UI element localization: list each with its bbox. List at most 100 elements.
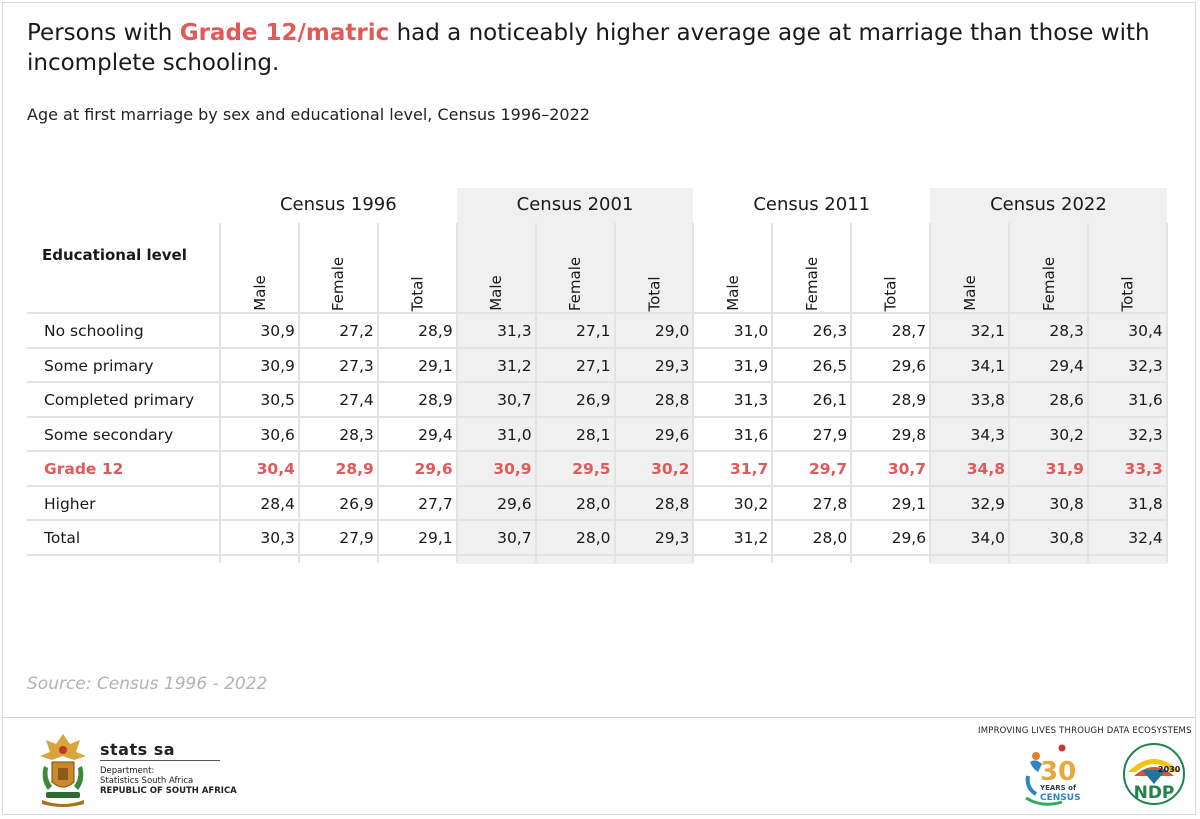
table-cell: 30,2 (733, 494, 769, 513)
table-cell: 30,9 (493, 460, 532, 478)
table-cell: 30,9 (260, 356, 295, 375)
table-cell: 32,4 (1128, 529, 1163, 547)
table-cell: 28,9 (891, 391, 927, 409)
column-header-label: Total (408, 275, 427, 312)
grid-vline (929, 223, 932, 563)
table-cell: 34,3 (970, 425, 1005, 444)
table-cell: 29,8 (891, 425, 927, 444)
chart-subtitle: Age at first marriage by sex and educati… (27, 105, 590, 124)
grid-hline (27, 312, 1167, 314)
group-band (456, 188, 694, 564)
column-header: Female (1009, 231, 1088, 321)
column-header: Total (615, 231, 694, 321)
table-cell: 27,9 (339, 529, 374, 547)
table-cell: 29,3 (654, 529, 690, 547)
column-header-label: Male (486, 275, 505, 311)
table-cell: 27,9 (812, 425, 848, 444)
table-cell: 30,4 (1128, 322, 1163, 340)
grid-vline (376, 223, 379, 563)
table-cell: 28,0 (575, 494, 611, 513)
census30-number: 30 (1040, 757, 1076, 787)
table-cell: 28,0 (575, 529, 611, 547)
data-table: Educational level Census 1996 Census 2001… (27, 186, 1168, 566)
grid-hline (27, 553, 1167, 556)
column-header: Male (930, 231, 1009, 321)
dept-line-1: Department: (100, 766, 155, 776)
table-cell: 28,0 (812, 529, 848, 547)
table-cell: 27,3 (339, 356, 374, 375)
column-header-label: Male (960, 275, 979, 311)
source-note: Source: Census 1996 - 2022 (27, 674, 268, 694)
grid-vline (850, 223, 853, 563)
table-cell: 28,3 (339, 425, 374, 444)
table-cell: 28,6 (1049, 391, 1084, 409)
column-header-label: Total (645, 275, 664, 312)
footer-divider (3, 717, 1196, 718)
table-cell: 29,1 (418, 356, 453, 375)
table-cell: 31,6 (1128, 391, 1163, 409)
row-header-label: Educational level (42, 246, 187, 264)
group-band (930, 188, 1167, 564)
table-cell: 30,7 (497, 391, 532, 409)
table-cell: 29,1 (418, 529, 453, 547)
grid-vline (771, 223, 774, 563)
table-cell: 29,4 (1049, 356, 1084, 375)
table-cell: 34,0 (970, 529, 1005, 547)
census30-line1: YEARS of (1039, 784, 1077, 792)
grid-vline (455, 223, 458, 563)
headline-text-after: had a noticeably higher average age at m… (27, 20, 1150, 76)
table-cell: 28,9 (418, 322, 453, 340)
column-header-label: Female (329, 256, 348, 312)
table-cell: 31,6 (733, 425, 769, 444)
row-label: Completed primary (44, 391, 195, 409)
group-header: Census 2022 (990, 194, 1107, 215)
table-cell: 34,8 (966, 460, 1005, 478)
column-header: Male (693, 231, 772, 321)
coat-of-arms-logo (40, 734, 86, 807)
table-cell: 29,0 (654, 322, 690, 340)
column-header: Female (299, 231, 378, 321)
column-header: Total (1088, 231, 1167, 321)
grid-hline (27, 519, 1167, 521)
table-cell: 26,5 (812, 356, 848, 375)
table-cell: 28,3 (1049, 322, 1084, 340)
column-header-label: Male (250, 275, 269, 311)
census30-line2: CENSUS (1040, 793, 1081, 803)
column-header: Total (378, 231, 457, 321)
table-cell: 29,3 (654, 356, 690, 375)
dept-line-3: REPUBLIC OF SOUTH AFRICA (100, 786, 237, 796)
row-label: Some primary (44, 356, 154, 375)
table-cell: 30,5 (260, 391, 295, 409)
table-cell: 28,7 (891, 322, 927, 340)
group-header: Census 1996 (279, 194, 397, 215)
table-cell: 28,4 (260, 494, 295, 513)
column-header: Female (772, 231, 851, 321)
table-cell: 30,3 (260, 529, 295, 547)
table-cell: 28,8 (654, 391, 690, 409)
grid-vline (613, 223, 616, 563)
table-cell: 30,6 (260, 425, 295, 444)
table-cell: 31,2 (497, 356, 532, 375)
table-cell: 29,6 (891, 529, 927, 547)
ndp-2030-logo: 2030 NDP (1123, 743, 1185, 805)
column-header: Female (536, 231, 615, 321)
table-cell: 32,3 (1128, 356, 1163, 375)
table-cell: 27,1 (575, 322, 611, 340)
ndp-year: 2030 (1158, 765, 1181, 774)
grid-vline (1165, 223, 1168, 563)
column-header-label: Total (1118, 275, 1137, 312)
table-cell: 27,7 (418, 494, 453, 513)
table-cell: 29,7 (808, 460, 848, 478)
table-cell: 31,2 (733, 529, 769, 547)
table-cell: 27,8 (812, 494, 848, 513)
group-header: Census 2001 (516, 194, 634, 215)
column-header-label: Female (802, 256, 821, 312)
table-cell: 28,9 (418, 391, 453, 409)
table-cell: 27,4 (339, 391, 374, 409)
column-header: Total (851, 231, 930, 321)
table-cell: 29,6 (891, 356, 927, 375)
table-cell: 26,1 (812, 391, 848, 409)
table-cell: 31,0 (733, 322, 769, 340)
table-cell: 28,1 (575, 425, 611, 444)
